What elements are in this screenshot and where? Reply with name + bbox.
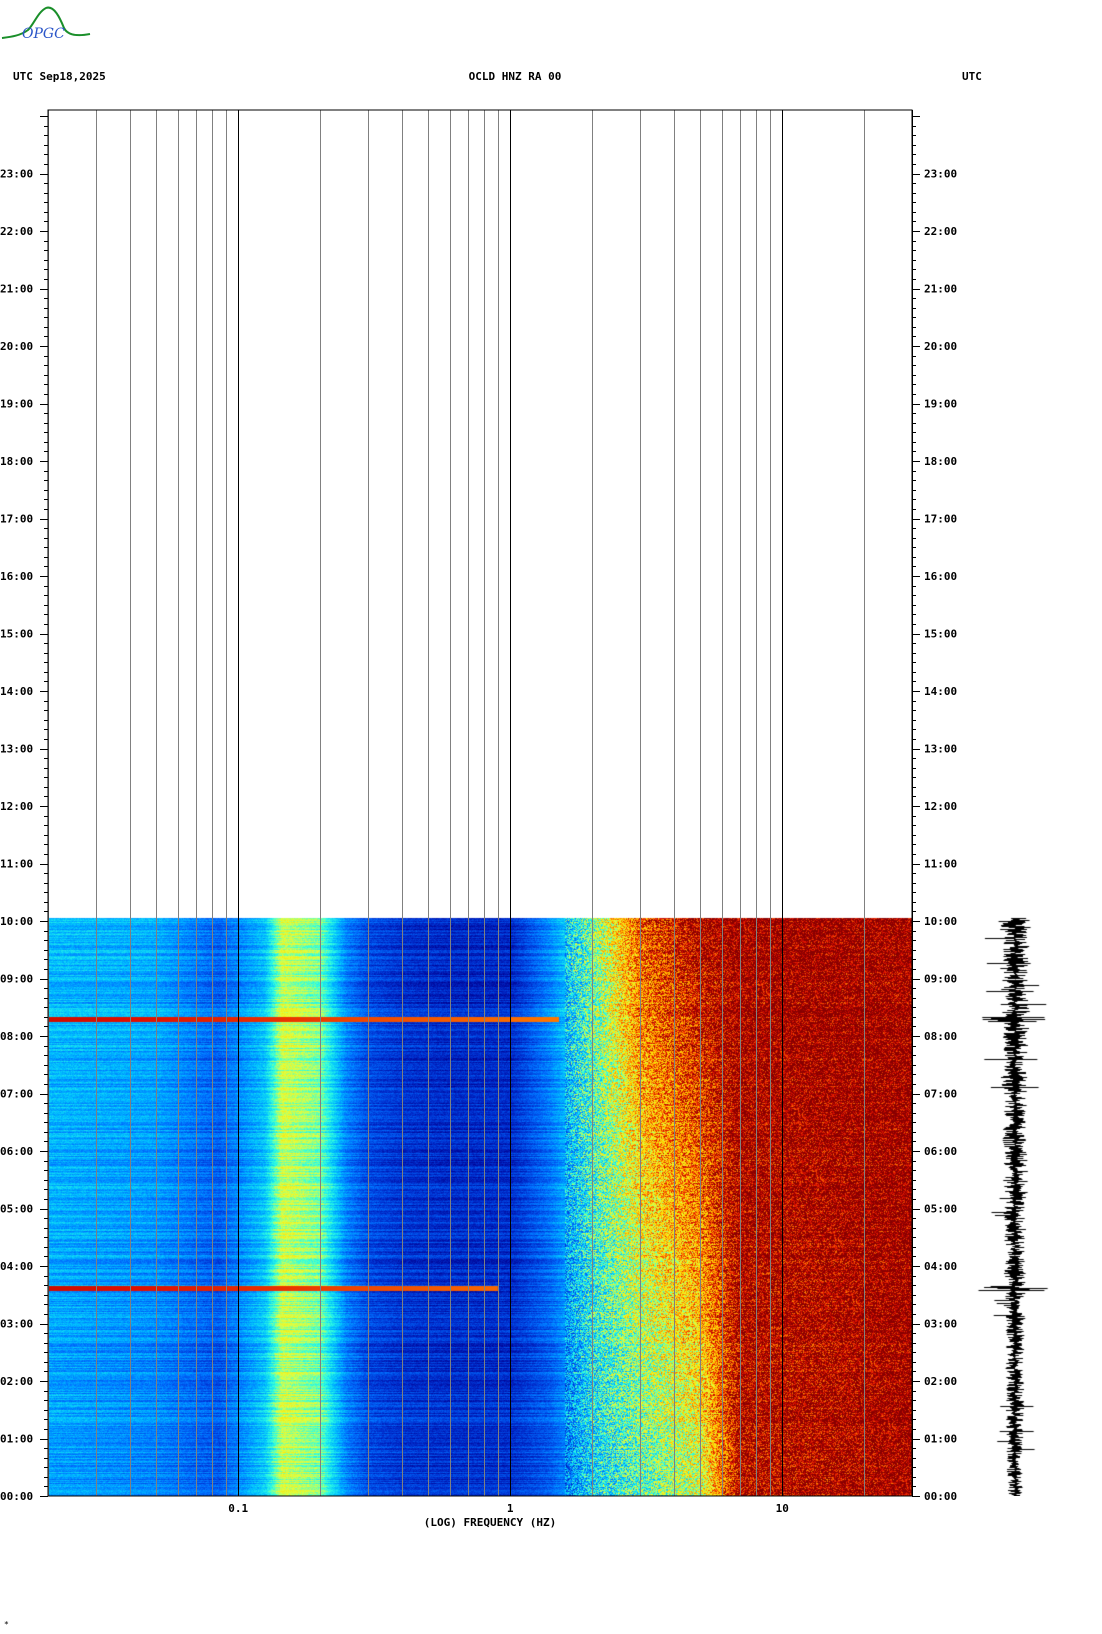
time-tick-label-left: 11:00 xyxy=(0,858,33,871)
time-tick-label-right: 21:00 xyxy=(924,283,957,296)
time-tick-label-right: 18:00 xyxy=(924,455,957,468)
time-tick-label-right: 00:00 xyxy=(924,1490,957,1503)
x-axis-label: (LOG) FREQUENCY (HZ) xyxy=(424,1516,556,1529)
time-tick-label-right: 10:00 xyxy=(924,915,957,928)
time-tick-label-left: 03:00 xyxy=(0,1318,33,1331)
time-tick-label-left: 12:00 xyxy=(0,800,33,813)
time-tick-label-left: 14:00 xyxy=(0,685,33,698)
time-tick-label-right: 04:00 xyxy=(924,1260,957,1273)
time-tick-label-left: 09:00 xyxy=(0,973,33,986)
frequency-tick-label: 10 xyxy=(776,1502,789,1515)
time-tick-label-right: 20:00 xyxy=(924,340,957,353)
time-tick-label-right: 07:00 xyxy=(924,1088,957,1101)
time-tick-label-left: 05:00 xyxy=(0,1203,33,1216)
opgc-logo: OPGC xyxy=(0,0,95,52)
time-tick-label-left: 08:00 xyxy=(0,1030,33,1043)
time-tick-label-left: 16:00 xyxy=(0,570,33,583)
time-tick-label-left: 15:00 xyxy=(0,628,33,641)
axis-labels: 00:00 00:00 01:00 01:00 02:00 02:00 03:00 03:00… xyxy=(0,168,957,1530)
time-tick-label-right: 02:00 xyxy=(924,1375,957,1388)
time-tick-label-left: 06:00 xyxy=(0,1145,33,1158)
time-tick-label-left: 00:00 xyxy=(0,1490,33,1503)
time-tick-label-right: 05:00 xyxy=(924,1203,957,1216)
time-tick-label-left: 07:00 xyxy=(0,1088,33,1101)
time-tick-label-left: 13:00 xyxy=(0,743,33,756)
time-tick-label-right: 03:00 xyxy=(924,1318,957,1331)
time-tick-label-left: 01:00 xyxy=(0,1433,33,1446)
time-tick-label-left: 22:00 xyxy=(0,225,33,238)
time-tick-label-right: 16:00 xyxy=(924,570,957,583)
time-tick-label-left: 02:00 xyxy=(0,1375,33,1388)
time-tick-label-right: 11:00 xyxy=(924,858,957,871)
footer-mark: * xyxy=(4,1620,9,1629)
time-tick-label-right: 08:00 xyxy=(924,1030,957,1043)
time-tick-label-right: 19:00 xyxy=(924,398,957,411)
time-tick-label-right: 13:00 xyxy=(924,743,957,756)
time-tick-label-left: 18:00 xyxy=(0,455,33,468)
frequency-tick-label: 1 xyxy=(507,1502,514,1515)
time-tick-label-right: 12:00 xyxy=(924,800,957,813)
time-tick-label-left: 23:00 xyxy=(0,168,33,181)
frequency-tick-label: 0.1 xyxy=(228,1502,248,1515)
time-tick-label-left: 04:00 xyxy=(0,1260,33,1273)
axes xyxy=(40,110,920,1497)
time-tick-label-right: 14:00 xyxy=(924,685,957,698)
header-timezone-label: UTC xyxy=(962,70,982,83)
opgc-logo-mark: OPGC xyxy=(1,6,91,42)
seismogram-trace xyxy=(975,110,1055,1496)
time-tick-label-right: 22:00 xyxy=(924,225,957,238)
spectrogram-heatmap xyxy=(48,110,912,1496)
time-tick-label-right: 09:00 xyxy=(924,973,957,986)
time-tick-label-left: 20:00 xyxy=(0,340,33,353)
time-tick-label-left: 10:00 xyxy=(0,915,33,928)
time-tick-label-right: 23:00 xyxy=(924,168,957,181)
time-tick-label-right: 15:00 xyxy=(924,628,957,641)
time-tick-label-left: 21:00 xyxy=(0,283,33,296)
svg-text:OPGC: OPGC xyxy=(22,26,65,42)
header-station-label: OCLD HNZ RA 00 xyxy=(468,70,562,83)
time-tick-label-left: 17:00 xyxy=(0,513,33,526)
time-tick-label-right: 01:00 xyxy=(924,1433,957,1446)
time-tick-label-right: 17:00 xyxy=(924,513,957,526)
time-tick-label-left: 19:00 xyxy=(0,398,33,411)
time-tick-label-right: 06:00 xyxy=(924,1145,957,1158)
header-date-label: UTC Sep18,2025 xyxy=(13,70,106,83)
